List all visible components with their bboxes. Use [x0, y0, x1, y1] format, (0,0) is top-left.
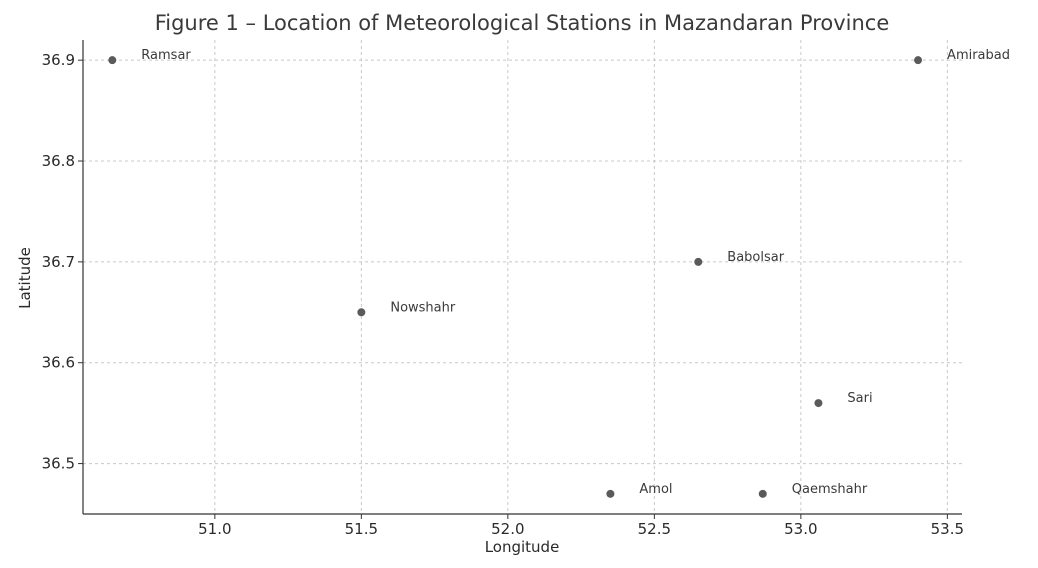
y-axis-label: Latitude: [16, 247, 34, 309]
station-label: Ramsar: [141, 48, 191, 63]
station-label: Qaemshahr: [792, 482, 868, 497]
x-axis-label: Longitude: [485, 538, 560, 556]
x-axis-ticks: 51.0 51.5 52.0 52.5 53.0 53.5: [198, 514, 964, 538]
y-tick-label: 36.8: [42, 152, 75, 170]
station-point: [758, 489, 767, 498]
x-tick-label: 51.0: [198, 520, 231, 538]
station-point: [914, 56, 923, 65]
y-tick-label: 36.9: [42, 51, 75, 69]
station-label: Nowshahr: [390, 300, 456, 315]
y-tick-label: 36.6: [42, 354, 75, 372]
station-label: Babolsar: [727, 250, 784, 265]
y-tick-label: 36.5: [42, 455, 75, 473]
axes: [82, 40, 962, 515]
chart-title: Figure 1 – Location of Meteorological St…: [155, 11, 890, 35]
station-label: Amol: [639, 482, 672, 497]
data-points: [108, 56, 923, 498]
x-tick-label: 53.5: [931, 520, 964, 538]
x-tick-label: 52.0: [491, 520, 524, 538]
y-tick-label: 36.7: [42, 253, 75, 271]
station-label: Amirabad: [947, 48, 1010, 63]
station-label: Sari: [847, 391, 872, 406]
point-labels: Ramsar Amirabad Babolsar Nowshahr Sari Amol Qa…: [141, 48, 1010, 497]
station-point: [108, 56, 117, 65]
x-tick-label: 53.0: [784, 520, 817, 538]
station-point: [606, 489, 615, 498]
station-point: [694, 257, 703, 266]
grid: [83, 40, 962, 514]
station-point: [357, 308, 366, 317]
y-axis-ticks: 36.5 36.6 36.7 36.8 36.9: [42, 51, 83, 473]
x-tick-label: 52.5: [638, 520, 671, 538]
x-tick-label: 51.5: [345, 520, 378, 538]
station-point: [814, 399, 823, 408]
